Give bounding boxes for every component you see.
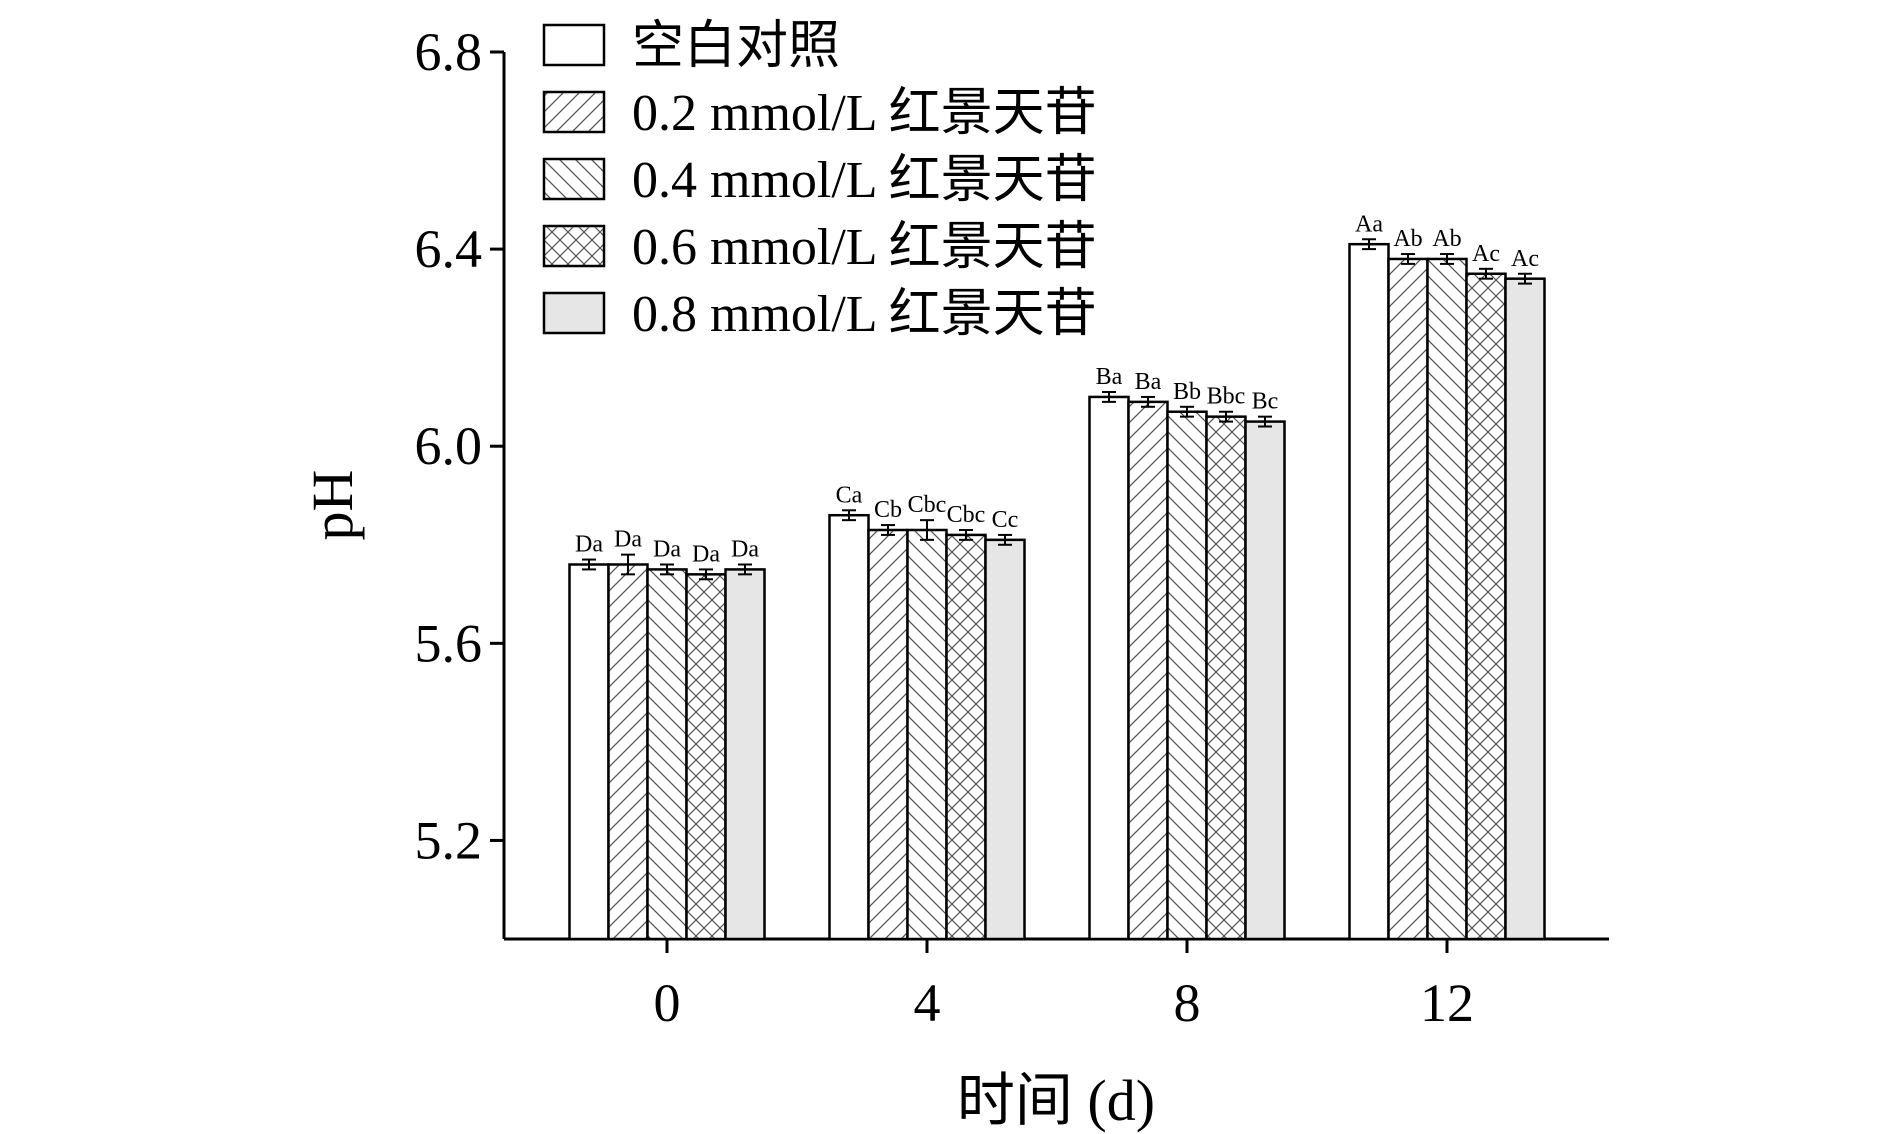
x-tick-label: 12 — [1420, 973, 1474, 1033]
x-tick-label: 8 — [1174, 973, 1201, 1033]
bar-significance-label: Da — [731, 536, 759, 562]
bar-significance-label: Ab — [1432, 226, 1461, 252]
legend-label: 0.8 mmol/L 红景天苷 — [632, 286, 1097, 343]
bar-significance-label: Da — [575, 532, 603, 558]
bar-significance-label: Ac — [1472, 241, 1500, 267]
legend-swatch — [542, 23, 606, 67]
legend-swatch — [542, 224, 606, 268]
bar-significance-label: Ab — [1393, 226, 1422, 252]
bar-significance-label: Da — [692, 541, 720, 567]
bar-significance-label: Cbc — [947, 502, 986, 528]
bar-significance-label: Cb — [874, 497, 902, 523]
bar-significance-label: Da — [614, 527, 642, 553]
y-tick-label: 6.4 — [415, 219, 483, 279]
bar — [1465, 272, 1507, 941]
bar — [867, 528, 909, 941]
bar — [1244, 420, 1286, 941]
bar — [828, 513, 870, 941]
y-tick-label: 5.6 — [415, 613, 483, 673]
y-axis-title: pH — [300, 470, 365, 541]
bar — [685, 573, 727, 941]
bar — [906, 528, 948, 941]
legend-swatch — [542, 157, 606, 201]
x-axis-ticks: 0 4 8 12 — [654, 939, 1474, 1033]
bar — [607, 563, 649, 941]
bar-significance-label: Bb — [1173, 379, 1201, 405]
bar — [646, 568, 688, 941]
bar-significance-label: Ba — [1135, 369, 1162, 395]
legend-label: 0.6 mmol/L 红景天苷 — [632, 219, 1097, 276]
y-tick-label: 6.8 — [415, 22, 483, 82]
bar-significance-label: Cc — [992, 507, 1019, 533]
bar — [945, 533, 987, 941]
bar-significance-label: Bbc — [1207, 384, 1246, 410]
bar — [1166, 410, 1208, 941]
x-tick-label: 4 — [914, 973, 941, 1033]
bar — [724, 568, 766, 941]
bar — [1127, 400, 1169, 941]
y-tick-label: 6.0 — [415, 416, 483, 476]
y-axis-ticks: 5.2 5.6 6.0 6.4 6.8 — [415, 22, 504, 870]
legend-label: 0.2 mmol/L 红景天苷 — [632, 85, 1097, 142]
legend: 空白对照 0.2 mmol/L 红景天苷 0.4 mmol/L 红景天苷 0.6 mm… — [542, 18, 1097, 343]
bar-significance-label: Ba — [1096, 364, 1123, 390]
legend-swatch — [542, 291, 606, 335]
bar — [568, 563, 610, 941]
legend-label: 空白对照 — [632, 18, 840, 75]
bar-significance-label: Cbc — [908, 492, 947, 518]
bar-significance-label: Da — [653, 536, 681, 562]
bar — [1088, 395, 1130, 941]
bar-significance-label: Ac — [1511, 246, 1539, 272]
bar-significance-label: Aa — [1355, 211, 1383, 237]
y-tick-label: 5.2 — [415, 810, 483, 870]
bar — [984, 538, 1026, 941]
x-tick-label: 0 — [654, 973, 681, 1033]
bar — [1426, 257, 1468, 941]
bar — [1348, 242, 1390, 941]
bar — [1504, 277, 1546, 941]
bar-significance-label: Ca — [836, 482, 863, 508]
legend-swatch — [542, 90, 606, 134]
bar — [1387, 257, 1429, 941]
x-axis-title: 时间 (d) — [957, 1068, 1155, 1133]
bar-significance-label: Bc — [1252, 389, 1279, 415]
bar — [1205, 415, 1247, 941]
legend-label: 0.4 mmol/L 红景天苷 — [632, 152, 1097, 209]
